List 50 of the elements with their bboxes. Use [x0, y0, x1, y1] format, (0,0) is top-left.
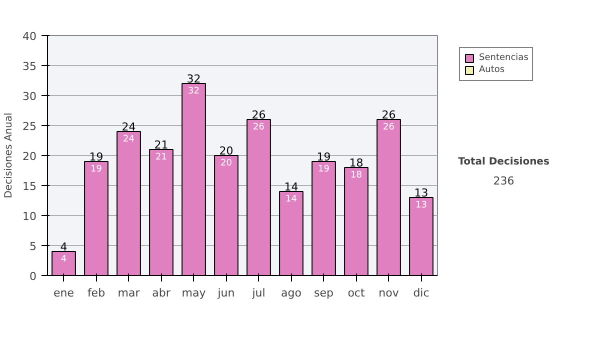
x-tick-label: ene — [53, 286, 74, 300]
total-label: 14 — [284, 180, 298, 194]
data-label: 26 — [253, 122, 265, 132]
data-label: 19 — [90, 164, 102, 174]
total-label: 20 — [219, 144, 234, 158]
y-tick-label: 35 — [22, 60, 37, 73]
x-tick-label: abr — [152, 286, 171, 300]
total-label: 26 — [382, 108, 396, 122]
y-tick-label: 40 — [22, 30, 37, 43]
data-label: 14 — [286, 194, 298, 204]
legend-label: Sentencias — [479, 52, 528, 64]
y-tick-label: 25 — [22, 120, 37, 133]
y-tick-label: 5 — [30, 240, 36, 253]
data-label: 13 — [416, 200, 427, 210]
x-tick-label: feb — [87, 286, 106, 300]
text: Total Decisiones — [458, 156, 550, 168]
text: 236 — [493, 174, 514, 188]
x-tick-label: mar — [118, 286, 140, 300]
total-label: 24 — [122, 120, 136, 134]
x-tick-label: ago — [281, 286, 302, 300]
x-tick-label: dic — [413, 286, 430, 300]
data-label: 32 — [188, 86, 200, 96]
data-label: 18 — [350, 170, 362, 180]
total-label: 13 — [414, 186, 428, 200]
total-label: 32 — [186, 72, 201, 86]
y-axis-title: Decisiones Anual — [4, 112, 15, 198]
x-tick-label: jul — [251, 286, 266, 300]
data-label: 19 — [318, 164, 330, 174]
x-tick-label: sep — [314, 286, 334, 300]
legend-label: Autos — [479, 64, 505, 76]
y-tick-label: 15 — [22, 180, 37, 193]
total-label: 26 — [252, 108, 266, 122]
y-tick-label: 10 — [22, 210, 37, 223]
data-label: 24 — [123, 134, 135, 144]
y-tick-label: 20 — [22, 150, 37, 163]
x-tick-label: may — [182, 286, 206, 300]
data-label: 20 — [220, 158, 232, 168]
y-tick-label: 0 — [30, 270, 36, 283]
total-label: 19 — [316, 150, 331, 164]
x-tick-label: oct — [348, 286, 366, 300]
total-label: 4 — [60, 240, 68, 254]
total-label: 18 — [349, 156, 364, 170]
x-tick-label: nov — [378, 286, 400, 300]
total-label: 19 — [89, 150, 104, 164]
data-label: 4 — [60, 254, 67, 264]
data-label: 26 — [383, 122, 395, 132]
x-tick-label: jun — [216, 286, 235, 300]
y-tick-label: 30 — [22, 90, 37, 103]
data-label: 21 — [156, 152, 167, 162]
total-label: 21 — [154, 138, 168, 152]
